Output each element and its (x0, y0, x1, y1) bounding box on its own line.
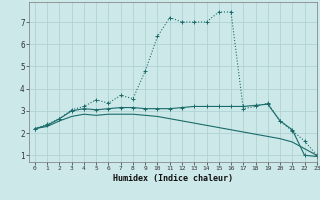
X-axis label: Humidex (Indice chaleur): Humidex (Indice chaleur) (113, 174, 233, 183)
